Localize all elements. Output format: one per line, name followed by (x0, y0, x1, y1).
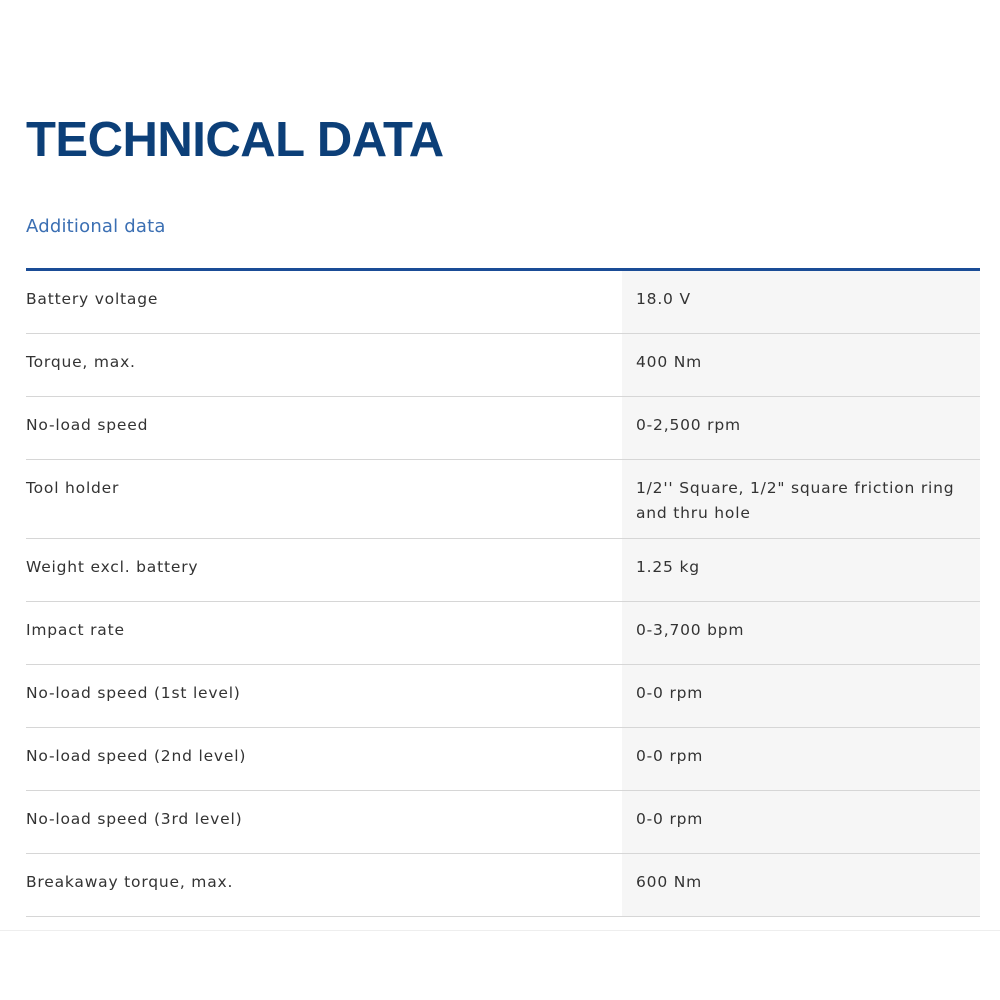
table-row: No-load speed (2nd level) 0-0 rpm (26, 728, 980, 791)
spec-label: No-load speed (3rd level) (26, 810, 243, 828)
table-row: Torque, max. 400 Nm (26, 334, 980, 397)
spec-label: Impact rate (26, 621, 125, 639)
table-row: Weight excl. battery 1.25 kg (26, 539, 980, 602)
spec-label: No-load speed (1st level) (26, 684, 241, 702)
spec-label: No-load speed (2nd level) (26, 747, 247, 765)
spec-value: 400 Nm (622, 334, 980, 396)
page-title: TECHNICAL DATA (26, 113, 444, 167)
spec-label: No-load speed (26, 416, 149, 434)
spec-label: Tool holder (26, 479, 120, 497)
spec-value: 1/2'' Square, 1/2" square friction ring … (622, 460, 980, 538)
spec-value: 18.0 V (622, 271, 980, 333)
spec-label: Breakaway torque, max. (26, 873, 234, 891)
spec-value: 0-2,500 rpm (622, 397, 980, 459)
spec-value: 0-0 rpm (622, 665, 980, 727)
table-row: No-load speed (1st level) 0-0 rpm (26, 665, 980, 728)
table-row: No-load speed 0-2,500 rpm (26, 397, 980, 460)
table-row: Tool holder 1/2'' Square, 1/2" square fri… (26, 460, 980, 539)
table-row: Impact rate 0-3,700 bpm (26, 602, 980, 665)
spec-label: Battery voltage (26, 290, 159, 308)
table-row: No-load speed (3rd level) 0-0 rpm (26, 791, 980, 854)
spec-table: Battery voltage 18.0 V Torque, max. 400 Nm N… (26, 268, 980, 917)
spec-value: 0-0 rpm (622, 791, 980, 853)
table-row: Battery voltage 18.0 V (26, 271, 980, 334)
spec-value: 1.25 kg (622, 539, 980, 601)
spec-value: 0-0 rpm (622, 728, 980, 790)
divider (0, 930, 1000, 931)
spec-value: 0-3,700 bpm (622, 602, 980, 664)
spec-label: Torque, max. (26, 353, 136, 371)
spec-value: 600 Nm (622, 854, 980, 916)
section-subtitle: Additional data (26, 216, 166, 237)
table-row: Breakaway torque, max. 600 Nm (26, 854, 980, 917)
spec-label: Weight excl. battery (26, 558, 199, 576)
